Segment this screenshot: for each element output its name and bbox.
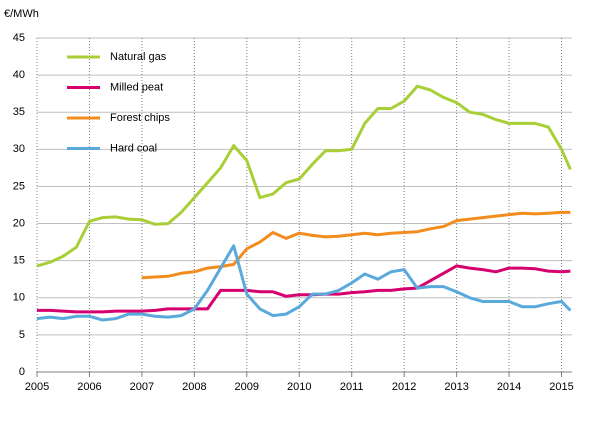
x-tick-label: 2012 — [392, 381, 416, 393]
x-tick-label: 2006 — [77, 381, 101, 393]
series-line — [36, 84, 572, 268]
series-line — [36, 244, 572, 322]
x-tick-label: 2009 — [235, 381, 259, 393]
x-tick-label: 2007 — [130, 381, 154, 393]
y-axis-label: €/MWh — [4, 8, 39, 20]
legend-label: Milled peat — [110, 81, 163, 93]
x-tick-label: 2013 — [444, 381, 468, 393]
x-tick-label: 2011 — [340, 381, 364, 393]
series-line — [37, 264, 571, 314]
series-line — [141, 210, 571, 280]
y-tick-label: 0 — [19, 366, 25, 378]
x-tick-label: 2014 — [497, 381, 521, 393]
y-tick-label: 20 — [13, 217, 25, 229]
y-tick-label: 35 — [13, 106, 25, 118]
y-tick-label: 10 — [13, 292, 25, 304]
y-tick-label: 5 — [19, 329, 25, 341]
legend-label: Hard coal — [110, 142, 157, 154]
x-tick-label: 2010 — [287, 381, 311, 393]
x-tick-label: 2008 — [182, 381, 206, 393]
x-tick-label: 2015 — [549, 381, 573, 393]
y-tick-label: 45 — [13, 32, 25, 44]
y-tick-label: 30 — [13, 143, 25, 155]
y-tick-label: 25 — [13, 180, 25, 192]
legend-label: Natural gas — [110, 51, 167, 63]
x-tick-label: 2005 — [25, 381, 49, 393]
y-tick-label: 40 — [13, 69, 25, 81]
legend-label: Forest chips — [110, 112, 170, 124]
y-tick-label: 15 — [13, 255, 25, 267]
